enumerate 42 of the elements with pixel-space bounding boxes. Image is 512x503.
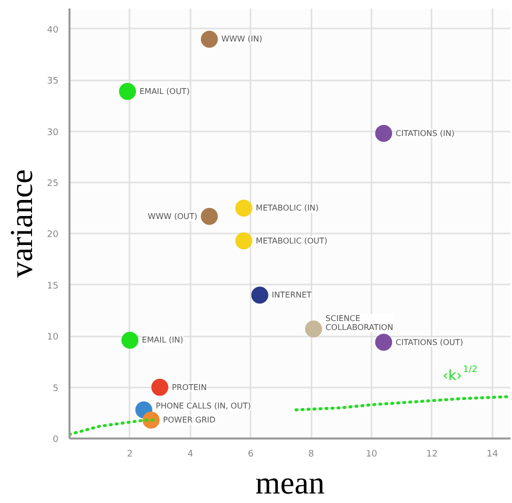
series-label: POWER GRID <box>163 416 216 425</box>
y-tick-label: 20 <box>47 230 59 240</box>
x-tick-label: 12 <box>426 450 438 460</box>
series-label: SCIENCE COLLABORATION <box>326 314 394 332</box>
point <box>118 82 136 100</box>
x-tick-label: 14 <box>486 450 498 460</box>
point <box>235 232 252 250</box>
point <box>200 30 218 48</box>
point <box>235 200 252 217</box>
x-tick-label: 6 <box>248 450 254 460</box>
series-label: WWW (OUT) <box>148 212 198 221</box>
point <box>151 378 168 396</box>
series-label: PROTEIN <box>172 382 207 392</box>
series-label: METABOLIC (OUT) <box>256 236 328 246</box>
y-tick-label: 40 <box>47 25 59 36</box>
y-tick-label: 15 <box>47 281 58 292</box>
x-tick-label: 4 <box>187 450 194 460</box>
y-tick-label: 25 <box>47 179 58 190</box>
x-tick-label: 2 <box>127 450 133 460</box>
point <box>251 286 268 304</box>
point <box>375 334 392 351</box>
y-axis-title: variance <box>3 169 40 278</box>
point <box>200 208 218 225</box>
y-tick-label: 35 <box>47 76 58 87</box>
x-tick-label: 10 <box>366 450 378 460</box>
point <box>121 332 138 349</box>
series-label: EMAIL (IN) <box>142 336 184 345</box>
x-axis-title: mean <box>255 464 325 500</box>
y-tick-label: 30 <box>47 128 59 138</box>
series-label: CITATIONS (IN) <box>396 128 454 138</box>
y-tick-label: 10 <box>47 332 59 343</box>
series-label: PHONE CALLS (IN, OUT) <box>156 401 251 410</box>
series-label: METABOLIC (IN) <box>256 204 319 213</box>
series-label: WWW (IN) <box>221 34 262 44</box>
y-tick-label: 5 <box>52 384 59 394</box>
series-label: EMAIL (OUT) <box>139 86 190 96</box>
series-label: INTERNET <box>272 290 312 300</box>
point <box>305 320 322 338</box>
point <box>375 124 392 142</box>
x-tick-label: 8 <box>308 450 314 460</box>
y-tick-label: 0 <box>52 435 59 445</box>
series-label: CITATIONS (OUT) <box>396 338 464 347</box>
